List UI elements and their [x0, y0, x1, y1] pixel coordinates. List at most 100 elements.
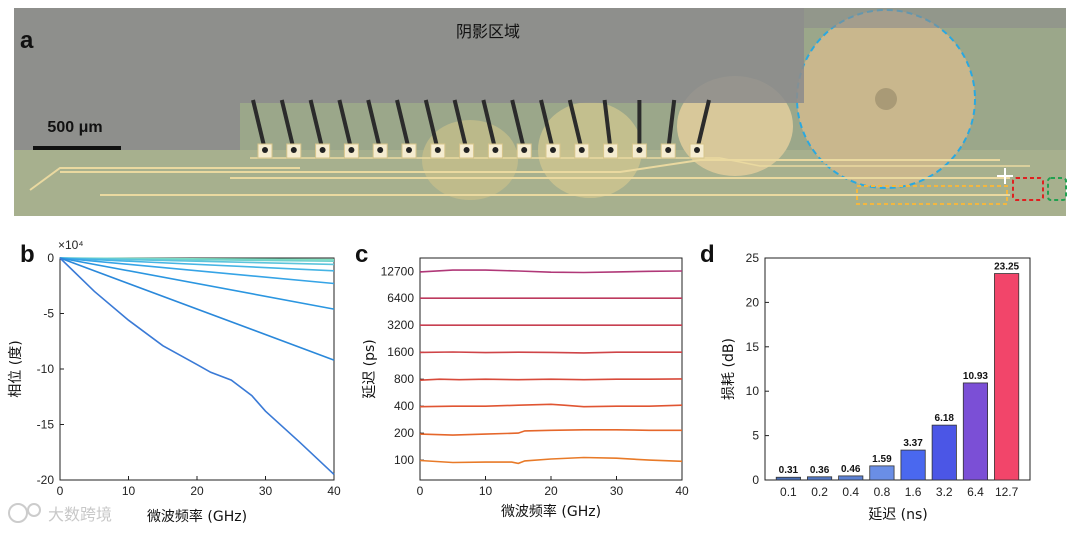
panel-d-ytick-label: 0: [752, 473, 759, 487]
panel-c-ytick-label: 800: [394, 372, 414, 386]
panel-d-bar-value: 0.36: [810, 465, 830, 476]
panel-b-xtick-label: 0: [57, 484, 64, 498]
probe-tip: [348, 147, 355, 153]
panel-c-series-line: [419, 403, 683, 408]
probe-tip: [406, 147, 412, 153]
panel-c-xtick-label: 0: [417, 484, 424, 498]
shaded-region-lower: [14, 103, 240, 150]
panel-c-ytick-label: 400: [394, 399, 414, 413]
panel-d-label: d: [700, 241, 715, 268]
panel-b-plot-area: [59, 257, 335, 481]
panel-b-xtick-label: 20: [190, 484, 204, 498]
panel-c-ytick-label: 6400: [387, 291, 414, 305]
panel-b-label: b: [20, 241, 35, 268]
panel-d-xtick-label: 0.1: [780, 485, 797, 499]
panel-c-xtick-label: 40: [675, 484, 689, 498]
panel-c-series-line: [419, 378, 683, 381]
probe-needle: [452, 99, 469, 151]
panel-b-ylabel: 相位 (度): [8, 340, 24, 397]
panel-d-bar-value: 10.93: [963, 371, 988, 382]
panel-b-ticks: 0 10 20 30 40 0 -5 -10 -15 -20: [37, 251, 341, 498]
panel-a-label: a: [20, 27, 34, 54]
probe-tip: [636, 147, 643, 153]
panel-c-xlabel: 微波频率 (GHz): [501, 503, 601, 520]
panel-d-bar: [775, 476, 801, 481]
probe-needle: [666, 99, 677, 151]
probe-tip: [319, 147, 326, 153]
panel-b-series-line: [59, 257, 335, 272]
panel-a-micrograph: 阴影区域 500 μm a: [14, 8, 1067, 216]
panel-d-bar-value: 23.25: [994, 262, 1019, 273]
panel-d-xtick-label: 0.2: [811, 485, 828, 499]
panel-d-bar-value: 0.46: [841, 464, 861, 475]
probe-needle: [481, 99, 498, 151]
panel-d-ylabel: 损耗 (dB): [721, 338, 737, 400]
red-highlight-box: [1012, 177, 1044, 201]
probe-tip: [463, 147, 470, 153]
panel-d-bar: [962, 382, 988, 481]
large-spiral-hub: [875, 88, 897, 110]
panel-c-ytick-label: 100: [394, 453, 414, 467]
probe-needle: [308, 99, 325, 151]
panel-c-series-line: [419, 456, 683, 465]
panel-d-bar: [900, 449, 926, 481]
probe-needle: [510, 99, 527, 151]
panel-d-bar: [994, 273, 1020, 481]
probe-needle: [695, 99, 711, 151]
panel-c-series-line: [419, 351, 682, 354]
watermark-logo-icon-2: [27, 503, 41, 517]
panel-b-ytick-label: -20: [37, 473, 55, 487]
panel-c-ytick-label: 1600: [387, 345, 414, 359]
panel-c-series: [419, 269, 683, 465]
panel-c-ylabel: 延迟 (ps): [362, 339, 378, 399]
probe-needle: [251, 99, 267, 151]
probe-needle: [602, 99, 613, 151]
panel-d-loss-chart: d 0 5 10 15 20 25 0.1 0.2 0.4 0.8 1.6 3.2 6.4 12.7 0.…: [700, 241, 1031, 523]
probe-needle: [567, 99, 584, 151]
probe-tip: [262, 147, 268, 153]
panel-c-xtick-label: 20: [544, 484, 558, 498]
probe-needle: [395, 99, 411, 151]
panel-d-ticks: 0 5 10 15 20 25 0.1 0.2 0.4 0.8 1.6 3.2 6.4 12.7: [746, 251, 1019, 499]
panel-c-xtick-label: 10: [479, 484, 493, 498]
probe-needle: [279, 99, 296, 151]
panel-d-xtick-label: 6.4: [967, 485, 984, 499]
probe-tip: [665, 147, 672, 153]
panel-d-xtick-label: 1.6: [905, 485, 922, 499]
panel-d-bar: [931, 424, 957, 481]
panel-d-bar: [869, 465, 895, 481]
panel-b-ytick-label: -15: [37, 418, 55, 432]
panel-b-phase-chart: b ×10⁴ 0 10 20 30 400-5-10-15-20 微波频率 (GHz) …: [8, 238, 341, 525]
waveguide-trace-2: [250, 157, 1030, 167]
panel-d-ytick-label: 15: [746, 340, 760, 354]
probe-tip: [434, 147, 441, 153]
panel-d-xlabel: 延迟 (ns): [868, 507, 928, 523]
panel-d-bar-value: 1.59: [872, 454, 892, 465]
panel-c-plot-area: [419, 257, 683, 481]
green-highlight-box: [1047, 177, 1067, 201]
panel-c-series-line: [419, 269, 683, 274]
shaded-region-right: [804, 8, 1066, 28]
probe-needle: [539, 99, 555, 151]
panel-b-series-line: [59, 257, 335, 310]
panel-d-bar: [838, 475, 864, 481]
panel-b-series-line: [59, 257, 335, 266]
panel-c-ytick-label: 200: [394, 426, 414, 440]
probe-tip: [377, 147, 384, 153]
probe-tip: [550, 147, 556, 153]
waveguide-trace: [29, 159, 1010, 196]
panel-b-xlabel: 微波频率 (GHz): [147, 508, 247, 525]
probe-tip: [694, 147, 700, 153]
panel-c-series-line: [419, 429, 682, 436]
panel-d-bar: [807, 476, 833, 481]
panel-b-ytick-label: -10: [37, 362, 55, 376]
panel-c-xtick-label: 30: [610, 484, 624, 498]
panel-d-bar-value: 0.31: [779, 465, 799, 476]
panel-b-xtick-label: 30: [259, 484, 273, 498]
watermark-text: 大数跨境: [48, 505, 112, 524]
panel-d-xtick-label: 0.8: [874, 485, 891, 499]
probe-tip: [290, 147, 297, 153]
panel-d-bars: 0.31 0.36 0.46 1.59 3.37 6.18 10.93 23.25: [775, 262, 1020, 481]
probe-tip: [578, 147, 585, 153]
